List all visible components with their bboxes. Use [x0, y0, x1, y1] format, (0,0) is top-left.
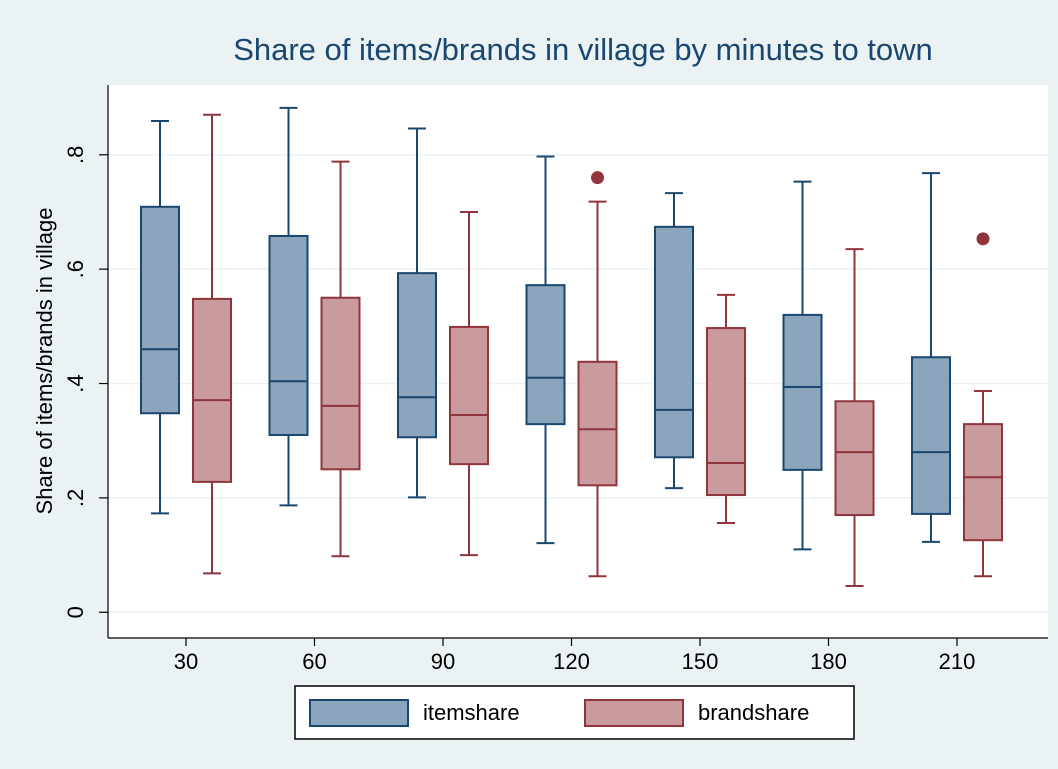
- legend-swatch: [584, 699, 684, 727]
- legend-label: itemshare: [423, 700, 520, 725]
- box: [320, 296, 361, 471]
- legend-label: brandshare: [698, 700, 809, 725]
- x-tick-label: 180: [810, 649, 847, 674]
- y-tick-label: .2: [63, 489, 88, 507]
- box: [782, 313, 823, 471]
- outlier: [976, 232, 990, 246]
- x-tick-label: 30: [174, 649, 198, 674]
- y-tick-label: .4: [63, 374, 88, 392]
- y-axis-title: Share of items/brands in village: [32, 208, 57, 515]
- box: [706, 327, 746, 497]
- x-tick-label: 210: [939, 649, 976, 674]
- box: [963, 423, 1003, 542]
- box: [654, 225, 694, 459]
- y-tick-label: 0: [63, 606, 88, 618]
- box: [268, 234, 309, 436]
- y-tick-label: .6: [63, 260, 88, 278]
- legend-swatch: [309, 699, 409, 727]
- box: [525, 284, 566, 426]
- box: [834, 400, 875, 517]
- box: [140, 205, 180, 415]
- y-tick-label: .8: [63, 146, 88, 164]
- x-tick-label: 150: [682, 649, 719, 674]
- x-tick-label: 60: [302, 649, 326, 674]
- x-tick-label: 120: [553, 649, 590, 674]
- x-tick-label: 90: [431, 649, 455, 674]
- box: [449, 325, 489, 466]
- outlier: [591, 171, 604, 185]
- chart-title: Share of items/brands in village by minu…: [233, 32, 933, 67]
- box: [192, 297, 232, 483]
- box: [911, 356, 951, 515]
- box: [577, 360, 618, 487]
- box: [397, 272, 437, 439]
